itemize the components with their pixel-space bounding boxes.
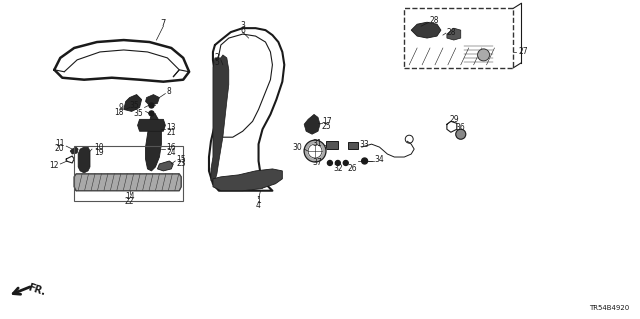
Text: 7: 7 — [161, 19, 166, 28]
Text: 14: 14 — [125, 192, 134, 201]
Text: 18: 18 — [114, 108, 124, 117]
Text: 12: 12 — [49, 161, 58, 170]
Polygon shape — [213, 169, 282, 191]
Circle shape — [456, 129, 466, 139]
Text: 32: 32 — [333, 164, 342, 174]
Polygon shape — [211, 55, 229, 181]
Text: 1: 1 — [256, 196, 261, 205]
Text: 31: 31 — [312, 139, 322, 148]
Text: 35: 35 — [134, 109, 143, 118]
Text: 33: 33 — [360, 140, 369, 149]
Circle shape — [149, 111, 154, 116]
Text: FR.: FR. — [27, 282, 47, 297]
Text: 30: 30 — [292, 143, 302, 152]
Text: 17: 17 — [322, 117, 332, 126]
Text: 21: 21 — [166, 128, 176, 137]
Text: 23: 23 — [176, 160, 186, 168]
Text: 19: 19 — [94, 148, 104, 157]
Circle shape — [477, 49, 490, 61]
Text: 37: 37 — [312, 159, 322, 167]
Text: 10: 10 — [94, 143, 104, 152]
Text: 4: 4 — [256, 201, 261, 210]
Polygon shape — [447, 28, 461, 40]
Text: 34: 34 — [374, 154, 384, 164]
Text: 28: 28 — [429, 16, 438, 25]
Text: 29: 29 — [449, 115, 459, 124]
Circle shape — [308, 144, 322, 158]
Text: 27: 27 — [518, 48, 528, 56]
Text: 35: 35 — [130, 101, 140, 110]
Text: 15: 15 — [176, 154, 186, 164]
Circle shape — [343, 160, 348, 166]
Circle shape — [362, 158, 367, 164]
Polygon shape — [70, 147, 78, 154]
Text: 16: 16 — [166, 143, 176, 152]
Text: 26: 26 — [348, 164, 357, 174]
Circle shape — [304, 140, 326, 162]
Polygon shape — [145, 94, 159, 106]
Text: 20: 20 — [54, 144, 64, 152]
Text: TR54B4920: TR54B4920 — [589, 305, 629, 311]
Polygon shape — [74, 174, 181, 191]
Circle shape — [335, 160, 340, 166]
Bar — [74, 146, 183, 201]
Text: 36: 36 — [456, 123, 466, 132]
Text: 9: 9 — [119, 103, 124, 112]
Polygon shape — [304, 115, 320, 134]
Text: 25: 25 — [322, 122, 332, 131]
Text: 11: 11 — [55, 139, 64, 148]
Polygon shape — [145, 115, 161, 171]
Bar — [348, 142, 358, 149]
Text: 22: 22 — [125, 197, 134, 206]
Polygon shape — [157, 161, 173, 171]
Text: 6: 6 — [240, 26, 245, 35]
Polygon shape — [138, 119, 165, 131]
Text: 8: 8 — [166, 87, 171, 96]
Circle shape — [328, 160, 332, 166]
Bar — [326, 141, 338, 149]
Bar — [404, 8, 513, 68]
Polygon shape — [124, 94, 141, 111]
Text: 2: 2 — [214, 53, 219, 63]
Text: 5: 5 — [214, 58, 219, 67]
Text: 24: 24 — [166, 148, 176, 157]
Polygon shape — [78, 147, 90, 173]
Circle shape — [149, 103, 154, 108]
Text: 3: 3 — [240, 21, 245, 30]
Text: 13: 13 — [166, 123, 176, 132]
Polygon shape — [411, 22, 441, 38]
Text: 28: 28 — [447, 28, 456, 37]
